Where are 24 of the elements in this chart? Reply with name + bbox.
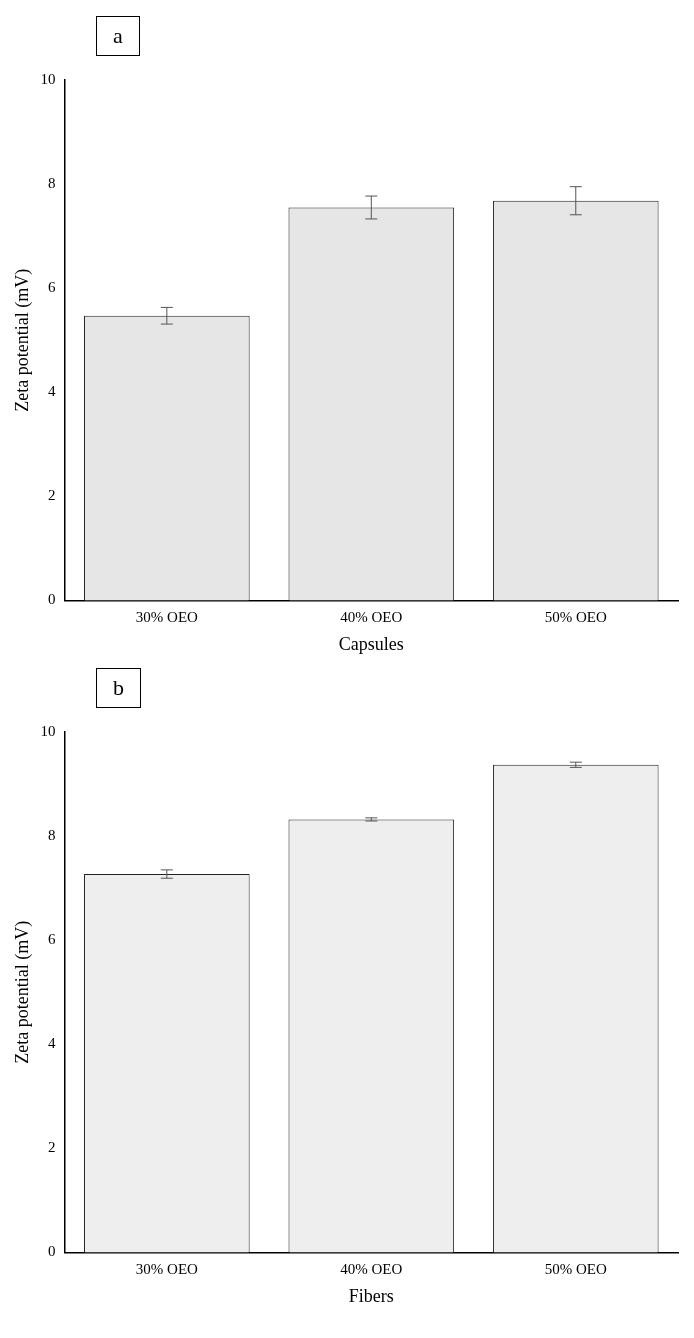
x-tick-label: 30% OEO: [135, 609, 199, 626]
y-tick-label: 0: [48, 1243, 56, 1260]
y-tick-label: 8: [48, 827, 56, 844]
y-tick-label: 2: [48, 487, 56, 504]
y-tick-label: 10: [40, 722, 56, 739]
x-tick-label: 50% OEO: [544, 1261, 607, 1278]
y-tick-label: 6: [48, 931, 57, 948]
y-tick-label: 2: [48, 1139, 56, 1156]
y-tick-label: 10: [40, 70, 56, 87]
y-tick-label: 6: [48, 279, 57, 296]
y-axis-title: Zeta potential (mV): [11, 920, 33, 1064]
x-tick-label: 40% OEO: [340, 609, 403, 626]
y-tick-label: 0: [48, 591, 56, 608]
y-tick-label: 4: [48, 383, 57, 400]
x-axis-title: Fibers: [348, 1285, 394, 1306]
x-axis-title: Capsules: [338, 633, 404, 654]
x-tick-label: 30% OEO: [135, 1261, 199, 1278]
y-tick-label: 4: [48, 1035, 57, 1052]
text: b: [96, 668, 141, 708]
y-tick-label: 8: [48, 175, 56, 192]
x-tick-label: 40% OEO: [340, 1261, 403, 1278]
y-axis-title: Zeta potential (mV): [11, 268, 33, 412]
text: a: [96, 16, 140, 56]
x-tick-label: 50% OEO: [544, 609, 607, 626]
